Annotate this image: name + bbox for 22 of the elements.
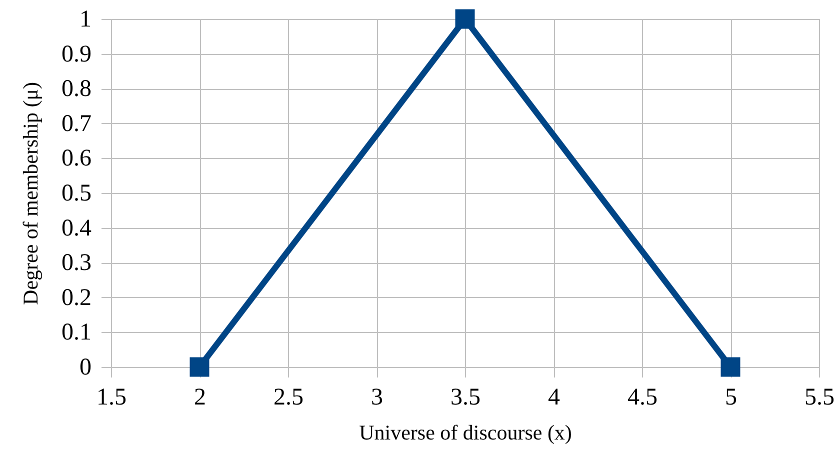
y-tick-label: 0.9 (62, 41, 92, 68)
y-tick-label: 0.8 (62, 76, 92, 102)
y-tick-label: 0 (80, 354, 92, 380)
y-tick-label: 0.1 (62, 320, 92, 346)
x-axis-title: Universe of discourse (x) (359, 420, 572, 444)
x-tick-label: 2.5 (274, 384, 304, 410)
y-axis-title: Degree of membership (μ) (18, 82, 42, 305)
y-tick-label: 0.6 (62, 146, 92, 172)
x-tick-label: 1.5 (96, 384, 126, 410)
y-tick-label: 1 (80, 6, 92, 32)
x-tick-label: 5 (725, 384, 737, 410)
y-tick-label: 0.2 (62, 284, 92, 311)
y-tick-label: 0.4 (62, 215, 92, 242)
x-tick-label: 3.5 (450, 384, 480, 410)
x-tick-label: 2 (194, 384, 206, 410)
x-tick-label: 3 (371, 384, 383, 410)
y-tick-label: 0.7 (62, 110, 92, 137)
x-tick-label: 5.5 (804, 384, 834, 410)
y-tick-label: 0.3 (62, 250, 92, 276)
x-tick-label: 4 (548, 384, 560, 410)
x-tick-label: 4.5 (628, 384, 658, 410)
y-tick-label: 0.5 (62, 180, 92, 206)
